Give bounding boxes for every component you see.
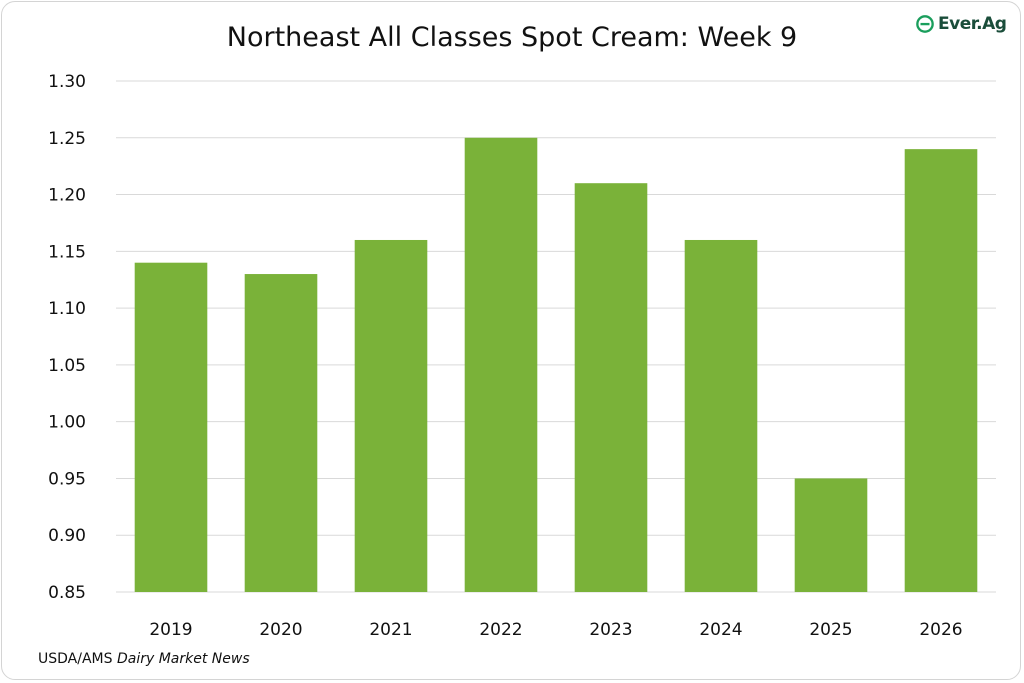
bar-2025	[794, 478, 868, 592]
x-axis-ticks: 2019 2020 2021 2022 2023 2024 2025 2026	[149, 620, 962, 640]
bar-2022	[464, 137, 538, 592]
x-tick-label: 2020	[259, 620, 302, 640]
y-axis-ticks: 0.85 0.90 0.95 1.00 1.05 1.10 1.15 1.20 1.25 1.30	[48, 72, 86, 603]
x-tick-label: 2023	[589, 620, 632, 640]
bar-2023	[574, 183, 648, 592]
bars	[134, 137, 978, 592]
x-tick-label: 2024	[699, 620, 742, 640]
y-tick-label: 1.25	[48, 129, 86, 149]
source-publication: Dairy Market News	[116, 651, 250, 667]
y-tick-label: 1.15	[48, 242, 86, 262]
y-tick-label: 0.90	[48, 526, 86, 546]
source-note: USDA/AMS Dairy Market News	[38, 651, 250, 667]
x-tick-label: 2026	[919, 620, 962, 640]
chart-title: Northeast All Classes Spot Cream: Week 9	[226, 22, 798, 53]
y-tick-label: 1.10	[48, 299, 86, 319]
x-tick-label: 2025	[809, 620, 852, 640]
bar-2024	[684, 239, 758, 592]
x-tick-label: 2022	[479, 620, 522, 640]
logo-text: Ever.Ag	[938, 14, 1007, 34]
everag-logo-icon	[916, 15, 934, 33]
source-prefix: USDA/AMS	[38, 651, 113, 667]
bar-2020	[244, 274, 318, 592]
x-tick-label: 2019	[149, 620, 192, 640]
y-tick-label: 1.20	[48, 186, 86, 206]
y-tick-label: 1.00	[48, 413, 86, 433]
y-tick-label: 1.05	[48, 356, 86, 376]
x-tick-label: 2021	[369, 620, 412, 640]
y-tick-label: 0.95	[48, 469, 86, 489]
bar-2021	[354, 239, 428, 592]
bar-2026	[904, 149, 978, 592]
y-tick-label: 1.30	[48, 72, 86, 92]
bar-2019	[134, 262, 208, 592]
brand-logo: Ever.Ag	[916, 14, 1007, 34]
y-tick-label: 0.85	[48, 583, 86, 603]
